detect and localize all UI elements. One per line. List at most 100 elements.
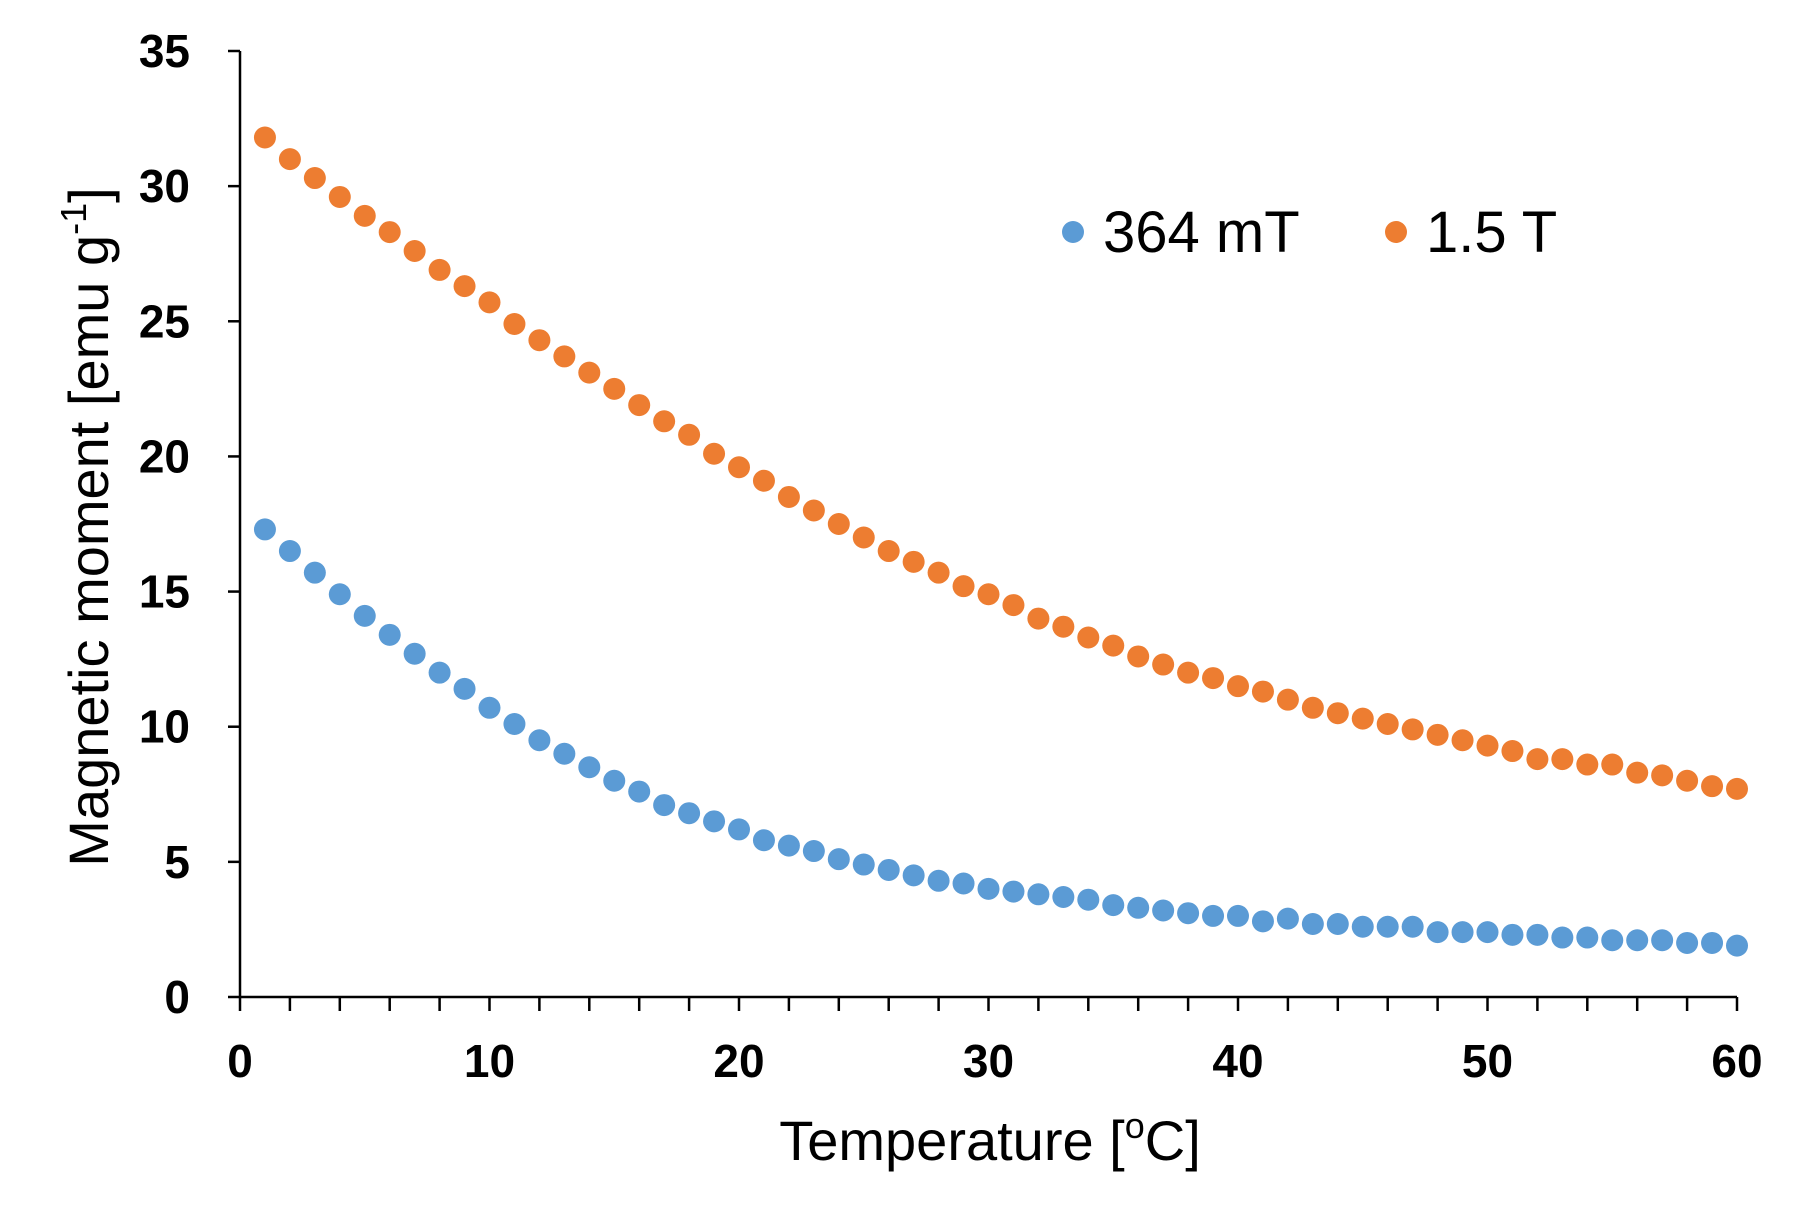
- data-point: [1701, 931, 1724, 954]
- data-point: [1501, 740, 1524, 763]
- data-point: [1251, 910, 1274, 933]
- data-point: [1326, 702, 1349, 725]
- data-point: [553, 742, 576, 765]
- x-tick-label: 0: [227, 1035, 253, 1087]
- data-point: [802, 499, 825, 522]
- data-point: [1376, 713, 1399, 736]
- y-tick-label: 5: [164, 836, 190, 888]
- data-point: [503, 713, 526, 736]
- x-axis-title: Temperature [oC]: [779, 1105, 1201, 1172]
- data-point: [1152, 899, 1175, 922]
- data-point: [1601, 753, 1624, 776]
- y-tick-label: 25: [139, 295, 190, 347]
- legend: 364 mT 1.5 T: [1062, 200, 1557, 265]
- data-point: [453, 677, 476, 700]
- x-tick-label: 50: [1462, 1035, 1513, 1087]
- data-point: [428, 661, 451, 684]
- data-point: [1276, 688, 1299, 711]
- data-point: [1027, 883, 1050, 906]
- data-point: [603, 769, 626, 792]
- y-tick-label: 30: [139, 160, 190, 212]
- data-point: [977, 877, 1000, 900]
- y-tick-label: 15: [139, 566, 190, 618]
- data-point: [827, 513, 850, 535]
- x-tick-label: 40: [1212, 1035, 1263, 1087]
- data-point: [1601, 929, 1624, 952]
- data-point: [253, 126, 276, 149]
- data-point: [453, 275, 476, 298]
- data-point: [478, 291, 501, 314]
- data-point: [1526, 923, 1549, 946]
- data-point: [1551, 748, 1574, 771]
- data-point: [278, 540, 301, 563]
- data-point: [1576, 753, 1599, 776]
- data-point: [328, 185, 351, 208]
- data-point: [852, 526, 875, 549]
- data-point: [802, 840, 825, 863]
- data-point: [528, 729, 551, 752]
- data-point: [1726, 777, 1748, 800]
- data-point: [1227, 904, 1249, 927]
- data-point: [1127, 645, 1150, 668]
- data-point: [628, 394, 651, 417]
- data-point: [603, 377, 626, 400]
- data-point: [553, 345, 576, 368]
- data-point: [1576, 926, 1599, 949]
- data-point: [278, 148, 301, 171]
- x-tick-label: 20: [713, 1035, 764, 1087]
- y-tick-label: 10: [139, 701, 190, 753]
- data-point: [1002, 594, 1025, 617]
- data-point: [1027, 607, 1050, 630]
- data-point: [1227, 675, 1249, 698]
- data-point: [1651, 929, 1674, 952]
- data-point: [628, 780, 651, 803]
- data-point: [877, 540, 900, 563]
- data-point: [1426, 723, 1449, 746]
- data-point: [428, 258, 451, 281]
- x-tick-label: 10: [464, 1035, 515, 1087]
- data-point: [303, 561, 326, 584]
- data-point: [1077, 888, 1100, 911]
- data-point: [752, 829, 775, 852]
- axes: 0 5 10 15 20 25 30 35 0 10 20 30 40 50 60: [139, 25, 1763, 1087]
- data-point: [1526, 748, 1549, 771]
- data-point: [1501, 923, 1524, 946]
- data-point: [777, 485, 800, 508]
- data-point: [902, 550, 925, 573]
- y-axis-title: Magnetic moment [emu g-1]: [53, 187, 120, 866]
- data-point: [927, 561, 950, 584]
- data-point: [1002, 880, 1025, 903]
- data-point: [503, 312, 526, 335]
- data-point: [952, 872, 975, 895]
- data-point: [678, 802, 701, 825]
- data-point: [1426, 921, 1449, 944]
- data-point: [328, 583, 351, 606]
- data-point: [1301, 696, 1324, 719]
- data-point: [1152, 653, 1175, 676]
- data-point: [578, 756, 601, 779]
- data-point: [1451, 921, 1474, 944]
- data-point: [1351, 707, 1374, 730]
- data-point: [253, 518, 276, 541]
- series-1-5t: [253, 126, 1748, 800]
- data-point: [478, 696, 501, 719]
- data-point: [703, 810, 726, 833]
- data-point: [1052, 885, 1075, 908]
- x-tick-label: 30: [963, 1035, 1014, 1087]
- data-point: [1401, 718, 1424, 741]
- data-point: [977, 583, 1000, 606]
- series-364mt: [253, 518, 1748, 957]
- x-tick-label: 60: [1711, 1035, 1762, 1087]
- data-point: [1102, 634, 1125, 657]
- data-point: [1326, 913, 1349, 936]
- data-point: [902, 864, 925, 887]
- data-point: [1177, 661, 1200, 684]
- data-point: [378, 221, 401, 244]
- data-point: [1476, 734, 1499, 757]
- data-point: [353, 204, 376, 227]
- legend-marker-1-5t: [1385, 221, 1407, 243]
- data-point: [777, 834, 800, 857]
- data-point: [952, 575, 975, 598]
